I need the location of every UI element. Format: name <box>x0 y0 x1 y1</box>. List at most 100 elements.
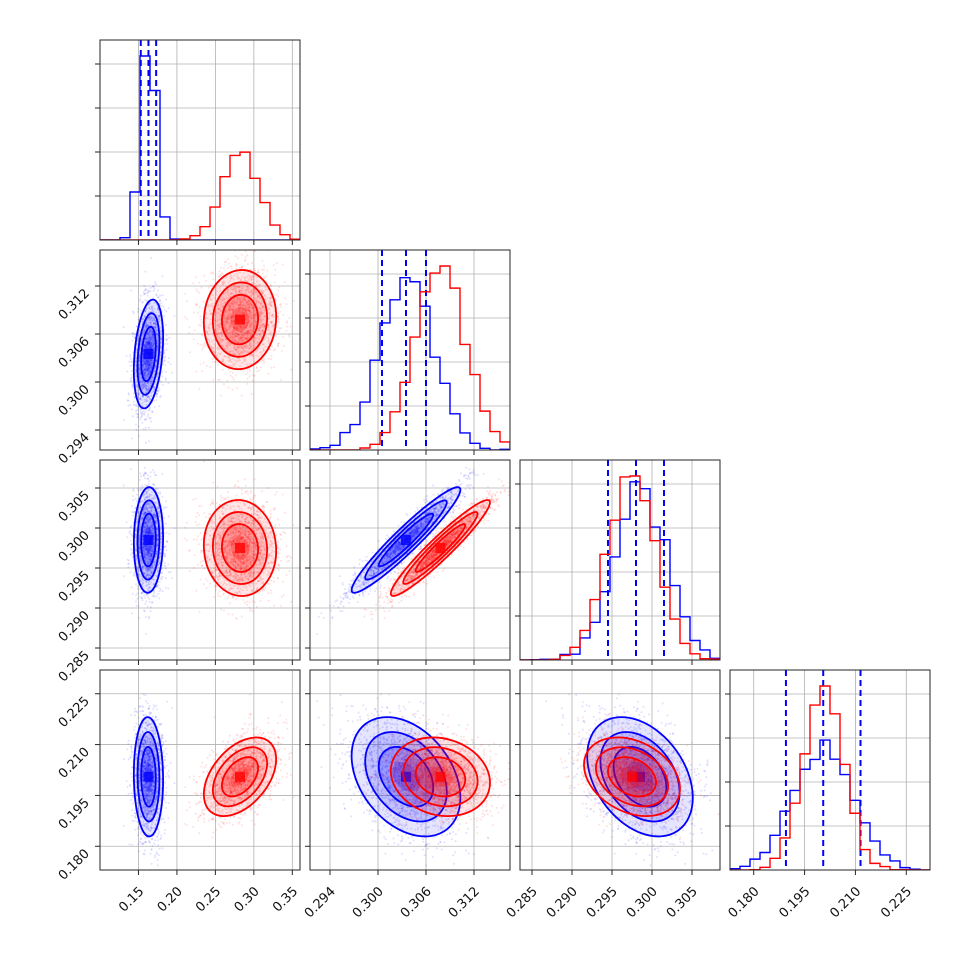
scatter-point <box>242 303 245 306</box>
scatter-point <box>134 497 137 500</box>
scatter-point <box>149 531 152 534</box>
scatter-point <box>252 325 255 328</box>
scatter-point <box>237 297 240 300</box>
scatter-point <box>145 346 148 349</box>
scatter-point <box>198 387 201 390</box>
scatter-point <box>245 316 248 319</box>
scatter-point <box>248 299 250 302</box>
scatter-point <box>237 298 240 301</box>
scatter-point <box>139 371 142 374</box>
gridlines <box>100 40 300 240</box>
scatter-point <box>251 290 254 293</box>
scatter-point <box>258 327 260 330</box>
scatter-point <box>144 575 147 578</box>
scatter-point <box>153 287 156 290</box>
scatter-point <box>257 327 260 330</box>
scatter-point <box>150 525 153 528</box>
scatter-point <box>238 290 241 293</box>
scatter-point <box>264 288 267 291</box>
scatter-point <box>147 555 150 558</box>
scatter-point <box>165 310 168 313</box>
scatter-point <box>140 597 143 600</box>
scatter-point <box>266 297 269 300</box>
scatter-point <box>246 368 248 371</box>
scatter-point <box>197 342 199 345</box>
density-contour <box>136 312 161 396</box>
scatter-point <box>149 324 152 327</box>
scatter-point <box>229 303 231 305</box>
scatter-point <box>160 380 163 383</box>
scatter-point <box>164 522 167 525</box>
scatter-point <box>253 326 256 328</box>
scatter-point <box>230 316 233 319</box>
scatter-point <box>219 303 222 306</box>
scatter-point <box>275 293 278 296</box>
scatter-point <box>232 333 235 336</box>
scatter-point <box>145 323 148 326</box>
scatter-point <box>230 312 233 315</box>
scatter-point <box>249 343 252 346</box>
scatter-point <box>150 550 153 553</box>
scatter-point <box>156 538 159 541</box>
scatter-point <box>277 319 280 322</box>
scatter-point <box>155 283 157 286</box>
scatter-point <box>255 367 258 370</box>
scatter-point <box>141 517 144 520</box>
scatter-point <box>144 326 147 329</box>
scatter-point <box>160 302 163 304</box>
scatter-point <box>209 318 212 321</box>
scatter-point <box>316 336 318 338</box>
scatter-point <box>232 326 235 329</box>
scatter-point <box>148 519 151 522</box>
scatter-point <box>250 294 253 297</box>
scatter-point <box>156 342 159 345</box>
scatter-point <box>218 325 221 328</box>
scatter-point <box>219 314 222 317</box>
scatter-point <box>147 560 150 563</box>
scatter-point <box>246 263 249 266</box>
scatter-point <box>160 541 163 544</box>
scatter-point <box>212 349 215 352</box>
scatter-point <box>130 547 132 550</box>
scatter-point <box>153 387 156 390</box>
scatter-point <box>142 545 145 548</box>
scatter-point <box>140 592 143 595</box>
scatter-point <box>267 324 270 327</box>
scatter-point <box>160 330 163 333</box>
scatter-point <box>142 329 145 332</box>
scatter-point <box>248 367 251 370</box>
scatter-point <box>235 326 238 329</box>
scatter-point <box>245 337 248 340</box>
scatter-point <box>250 288 253 291</box>
scatter-point <box>153 317 156 319</box>
scatter-point <box>142 347 145 350</box>
scatter-point <box>226 318 229 321</box>
scatter-point <box>151 341 153 344</box>
scatter-point <box>152 342 155 345</box>
scatter-point <box>149 343 152 346</box>
scatter-point <box>226 343 229 346</box>
scatter-point <box>144 340 147 343</box>
scatter-point <box>141 394 144 397</box>
scatter-point <box>143 572 146 575</box>
scatter-point <box>257 295 260 298</box>
scatter-point <box>130 289 133 292</box>
scatter-point <box>234 312 237 315</box>
scatter-point <box>144 525 147 528</box>
scatter-point <box>263 326 266 329</box>
scatter-point <box>144 568 147 571</box>
scatter-point <box>152 342 155 345</box>
scatter-point <box>210 345 213 348</box>
scatter-point <box>148 334 151 337</box>
scatter-point <box>156 393 158 396</box>
scatter-point <box>252 327 255 330</box>
scatter-point <box>259 334 262 337</box>
scatter-point <box>146 549 149 552</box>
scatter-point <box>149 363 152 365</box>
scatter-point <box>231 302 234 305</box>
scatter-point <box>143 376 146 379</box>
scatter-point <box>240 283 243 285</box>
scatter-point <box>246 330 249 333</box>
scatter-point <box>146 382 149 385</box>
scatter-point <box>136 585 139 588</box>
